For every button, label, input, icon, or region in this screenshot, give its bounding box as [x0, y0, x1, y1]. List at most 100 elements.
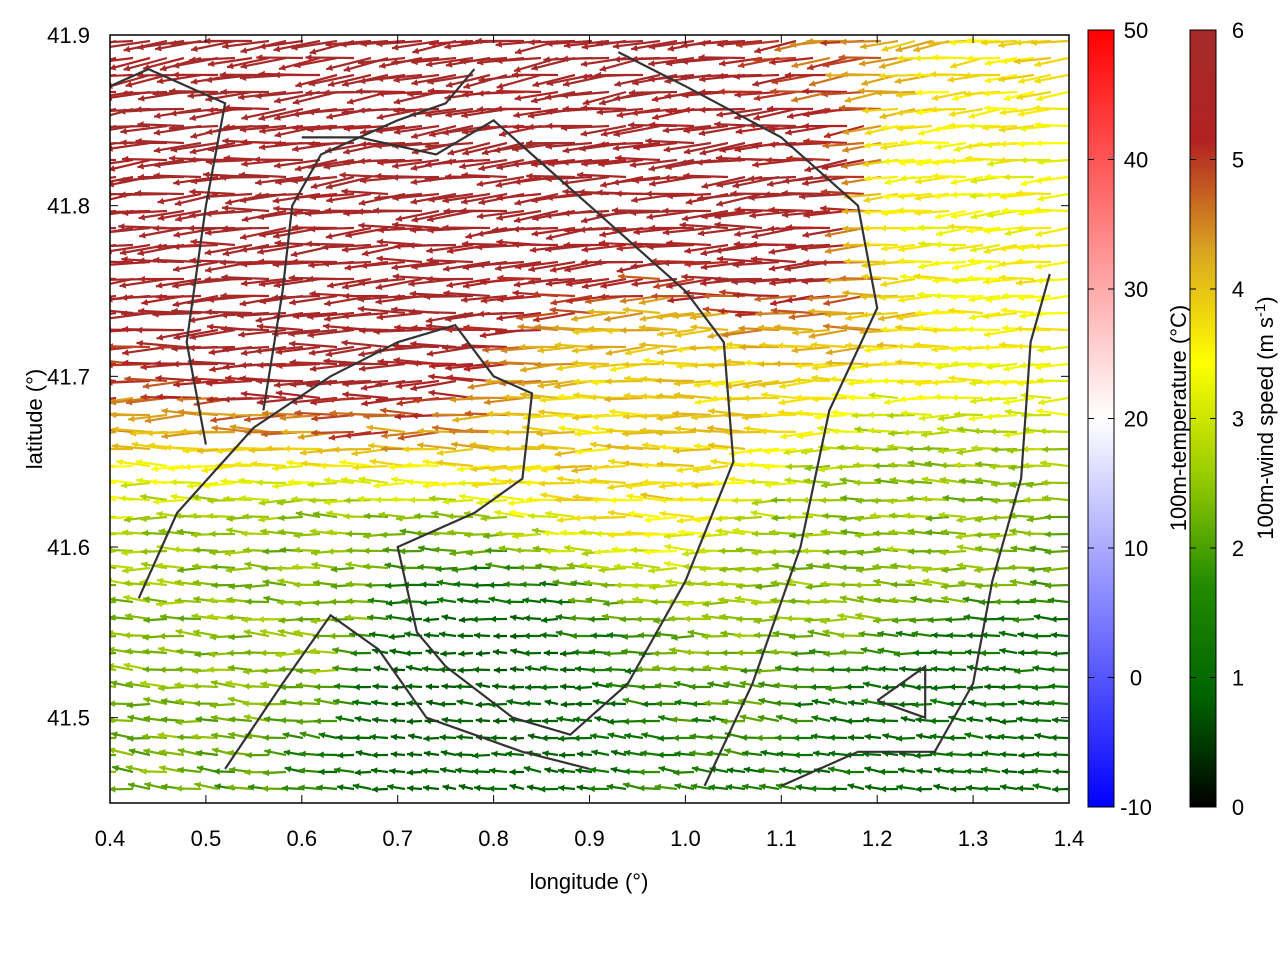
wind-arrow-head	[1035, 277, 1043, 285]
wind-arrow-head	[478, 76, 485, 84]
wind-arrow-head	[999, 140, 1007, 148]
wind-arrow-head	[492, 226, 499, 234]
wind-arrow-head	[275, 389, 283, 397]
wind-arrow-head	[239, 375, 246, 382]
wind-arrow-shaft	[532, 311, 576, 322]
wind-arrow-head	[554, 382, 561, 390]
wind-arrow-head	[429, 130, 436, 138]
wind-arrow-head	[275, 348, 283, 356]
wind-arrow-shaft	[690, 325, 729, 332]
wind-arrow-head	[169, 87, 176, 95]
wind-arrow-head	[323, 163, 331, 170]
wind-arrow-shaft	[257, 243, 304, 254]
wind-arrow-head	[73, 64, 80, 70]
wind-arrow-shaft	[135, 139, 185, 145]
wind-arrow-head	[342, 391, 349, 398]
wind-arrow-shaft	[842, 124, 882, 134]
wind-arrow-head	[699, 106, 706, 114]
wind-arrow-shaft	[110, 73, 117, 77]
wind-arrow-head	[544, 93, 552, 101]
wind-arrow-shaft	[142, 379, 185, 388]
wind-arrow-head	[356, 208, 364, 215]
wind-arrow-head	[172, 300, 180, 308]
wind-arrow-head	[428, 362, 436, 370]
wind-arrow-head	[255, 316, 263, 324]
wind-arrow-head	[92, 752, 98, 759]
wind-arrow-head	[153, 256, 160, 264]
wind-arrow-head	[752, 80, 760, 87]
wind-arrow-shaft	[503, 412, 542, 417]
wind-arrow-head	[789, 41, 797, 48]
wind-arrow-shaft	[397, 430, 440, 440]
wind-arrow-head	[564, 266, 571, 273]
wind-arrow-shaft	[749, 209, 797, 218]
wind-arrow-head	[664, 92, 672, 100]
wind-arrow-head	[768, 206, 775, 214]
wind-arrow-head	[881, 377, 888, 385]
wind-arrow-shaft	[289, 294, 338, 305]
wind-arrow-head	[95, 446, 101, 453]
wind-arrow-head	[462, 149, 470, 156]
wind-arrow-head	[376, 75, 384, 83]
wind-arrow-head	[550, 266, 557, 273]
wind-arrow-head	[222, 249, 230, 257]
wind-arrow-shaft	[785, 141, 831, 147]
wind-arrow-head	[261, 430, 268, 438]
wind-arrow-head	[1036, 408, 1043, 415]
wind-arrow-head	[824, 277, 831, 284]
wind-arrow-head	[545, 246, 552, 253]
wind-arrow-head	[463, 365, 471, 372]
wind-arrow-shaft	[291, 39, 338, 50]
wind-arrow-head	[965, 155, 972, 162]
wind-arrow-head	[966, 326, 973, 333]
wind-arrow-head	[189, 257, 196, 264]
wind-arrow-head	[358, 365, 366, 372]
wind-arrow-head	[964, 90, 971, 98]
wind-arrow-head	[123, 64, 131, 72]
wind-arrow-head	[360, 384, 368, 391]
wind-arrow-head	[784, 71, 791, 79]
wind-arrow-head	[879, 112, 887, 120]
wind-arrow-shaft	[516, 311, 559, 320]
wind-arrow-head	[446, 247, 454, 255]
wind-arrow-head	[656, 348, 664, 356]
wind-arrow-shaft	[735, 124, 780, 134]
wind-arrow-head	[998, 75, 1005, 83]
wind-arrow-head	[425, 111, 432, 118]
wind-arrow-head	[442, 265, 450, 272]
wind-arrow-head	[733, 240, 740, 248]
wind-arrow-head	[229, 423, 237, 431]
wind-arrow-shaft	[110, 277, 117, 281]
wind-arrow-shaft	[321, 243, 372, 249]
wind-arrow-head	[914, 71, 921, 79]
wind-arrow-head	[998, 41, 1005, 49]
wind-arrow-head	[341, 188, 348, 195]
wind-arrow-head	[693, 381, 701, 389]
wind-arrow-head	[461, 128, 469, 136]
wind-arrow-shaft	[697, 226, 746, 236]
wind-arrow-head	[769, 58, 776, 66]
wind-arrow-head	[918, 240, 925, 248]
wind-arrow-shaft	[754, 294, 797, 301]
wind-arrow-head	[880, 326, 887, 334]
wind-arrow-head	[325, 124, 332, 132]
wind-arrow-head	[562, 105, 569, 113]
wind-arrow-head	[896, 109, 903, 117]
wind-arrow-shaft	[612, 39, 661, 48]
wind-arrow-head	[376, 313, 384, 321]
wind-arrow-head	[309, 290, 316, 298]
wind-arrow-head	[449, 396, 457, 403]
wind-arrow-head	[443, 289, 450, 297]
wind-arrow-head	[324, 315, 331, 323]
wind-arrow-head	[937, 415, 945, 422]
wind-arrow-head	[616, 244, 624, 252]
wind-arrow-head	[275, 178, 282, 186]
wind-arrow-head	[156, 334, 164, 341]
wind-arrow-head	[824, 231, 832, 238]
wind-arrow-head	[482, 346, 489, 354]
wind-arrow-head	[338, 360, 346, 368]
wind-arrow-shaft	[325, 345, 372, 357]
wind-arrow-head	[344, 432, 352, 439]
wind-arrow-head	[769, 279, 776, 287]
wind-arrow-head	[391, 174, 399, 181]
